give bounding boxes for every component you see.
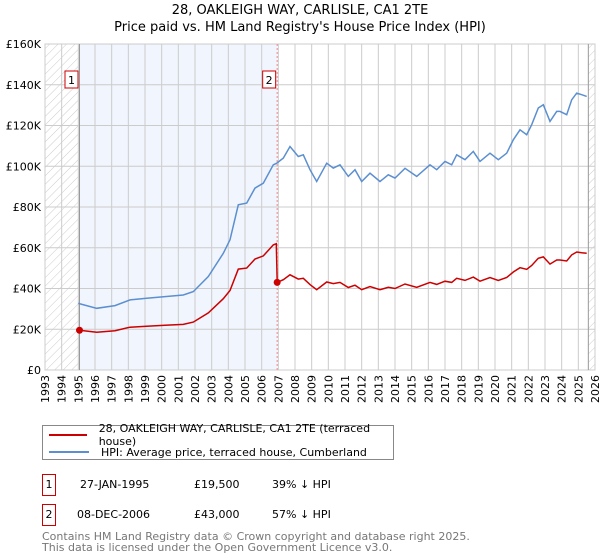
x-tick-label: 2023: [539, 375, 552, 403]
y-tick-label: £40K: [13, 283, 42, 296]
x-tick-label: 1998: [122, 375, 135, 403]
legend-item-price-paid: 28, OAKLEIGH WAY, CARLISLE, CA1 2TE (ter…: [43, 422, 393, 448]
sale-hpi-diff: 39% ↓ HPI: [272, 478, 331, 491]
sale-marker: 1: [42, 474, 56, 496]
sale-annotation-box: [64, 70, 79, 89]
x-tick-label: 2020: [489, 375, 502, 403]
sale-price: £19,500: [194, 478, 240, 491]
x-tick-label: 2008: [289, 375, 302, 403]
footer-licence: This data is licensed under the Open Gov…: [42, 541, 393, 554]
legend-label: HPI: Average price, terraced house, Cumb…: [101, 445, 367, 459]
x-tick-label: 1999: [139, 375, 152, 403]
x-tick-label: 1993: [39, 375, 52, 403]
x-tick-label: 2025: [572, 375, 585, 403]
x-tick-label: 2014: [389, 375, 402, 403]
sale-row: 1 27-JAN-1995 £19,500 39% ↓ HPI: [42, 474, 442, 496]
x-tick-label: 1995: [72, 375, 85, 403]
sale-date: 27-JAN-1995: [80, 478, 150, 491]
x-tick-label: 2026: [589, 375, 600, 403]
sale-marker: 2: [42, 504, 56, 526]
y-tick-label: £20K: [13, 323, 42, 336]
x-tick-label: 2012: [356, 375, 369, 403]
legend: 28, OAKLEIGH WAY, CARLISLE, CA1 2TE (ter…: [42, 422, 394, 460]
legend-label: 28, OAKLEIGH WAY, CARLISLE, CA1 2TE (ter…: [98, 422, 371, 448]
y-tick-label: £60K: [13, 242, 42, 255]
x-tick-label: 2002: [189, 375, 202, 403]
y-tick-label: £160K: [6, 38, 42, 51]
x-tick-label: 2024: [556, 375, 569, 403]
x-tick-label: 2017: [439, 375, 452, 403]
x-tick-label: 2004: [222, 375, 235, 403]
x-tick-label: 2000: [156, 375, 169, 403]
hpi-line: [78, 92, 587, 310]
y-tick-label: £140K: [6, 79, 42, 92]
sale-price: £43,000: [194, 508, 240, 521]
x-tick-label: 1996: [89, 375, 102, 403]
x-tick-label: 2007: [272, 375, 285, 403]
x-tick-label: 2021: [506, 375, 519, 403]
x-tick-label: 2005: [239, 375, 252, 403]
x-tick-label: 2022: [522, 375, 535, 403]
sale-annotation-box: [262, 70, 277, 89]
price-paid-line: [79, 242, 587, 334]
x-tick-label: 2016: [422, 375, 435, 403]
sale-annotation-label: 2: [266, 74, 273, 87]
y-tick-label: £80K: [13, 201, 42, 214]
x-tick-label: 2006: [256, 375, 269, 403]
legend-item-hpi: HPI: Average price, terraced house, Cumb…: [43, 444, 367, 460]
chart-svg: 1 2 1993 1994 1995 1996 1997 1998 1999 2000 2001 20…: [6, 38, 600, 403]
x-tick-label: 2013: [372, 375, 385, 403]
x-tick-label: 2003: [206, 375, 219, 403]
legend-swatch-red: [49, 434, 87, 436]
sale-point-1: [76, 326, 83, 334]
sale-annotation-label: 1: [68, 74, 75, 87]
x-tick-label: 1994: [56, 375, 69, 403]
sale-point-2: [273, 278, 281, 286]
x-tick-label: 2018: [456, 375, 469, 403]
x-tick-label: 2009: [306, 375, 319, 403]
sale-date: 08-DEC-2006: [77, 508, 151, 521]
legend-swatch-blue: [49, 451, 89, 453]
sale-hpi-diff: 57% ↓ HPI: [272, 508, 331, 521]
x-tick-label: 2011: [339, 375, 352, 403]
y-tick-label: £100K: [6, 160, 42, 173]
sale-row: 2 08-DEC-2006 £43,000 57% ↓ HPI: [42, 504, 442, 526]
chart-title: 28, OAKLEIGH WAY, CARLISLE, CA1 2TE: [171, 3, 429, 18]
x-tick-label: 2001: [172, 375, 185, 403]
x-tick-label: 1997: [106, 375, 119, 403]
x-tick-label: 2019: [472, 375, 485, 403]
x-tick-label: 2015: [406, 375, 419, 403]
footer-copyright: Contains HM Land Registry data © Crown c…: [42, 530, 470, 543]
x-tick-label: 2010: [322, 375, 335, 403]
y-tick-label: £120K: [6, 120, 42, 133]
chart-subtitle: Price paid vs. HM Land Registry's House …: [114, 20, 486, 35]
y-tick-label: £0: [27, 364, 41, 377]
